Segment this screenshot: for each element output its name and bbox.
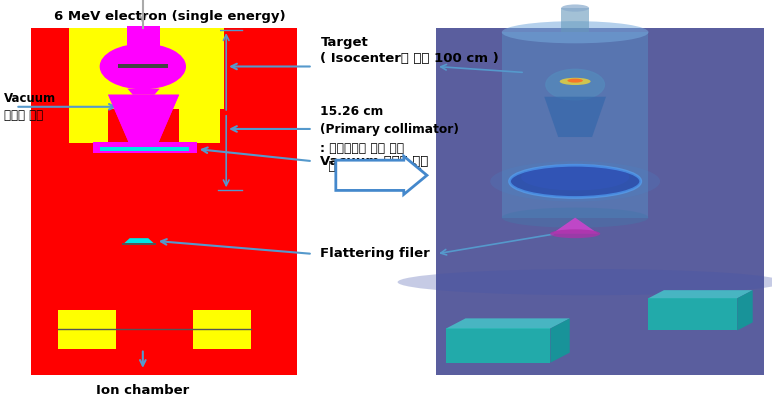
Text: Vacuum
상태로 유지: Vacuum 상태로 유지 <box>4 92 56 122</box>
Polygon shape <box>552 218 598 234</box>
Text: 15.26 cm
(Primary collimator)
: 텅스텐으로 설정 방사
  각을 28 degree.: 15.26 cm (Primary collimator) : 텅스텐으로 설정… <box>320 105 459 173</box>
Bar <box>561 8 589 32</box>
Circle shape <box>100 44 185 89</box>
Polygon shape <box>124 238 154 244</box>
Ellipse shape <box>561 4 589 12</box>
Bar <box>648 298 737 330</box>
Ellipse shape <box>398 269 772 295</box>
Bar <box>122 243 156 245</box>
Ellipse shape <box>560 78 591 85</box>
Polygon shape <box>550 318 570 363</box>
Polygon shape <box>648 290 753 298</box>
Bar <box>100 147 189 151</box>
Text: 6 MeV electron (single energy): 6 MeV electron (single energy) <box>54 10 286 23</box>
Text: Flattering filer: Flattering filer <box>320 247 430 260</box>
Ellipse shape <box>510 165 641 197</box>
Text: ( Isocenter로 부터 100 cm ): ( Isocenter로 부터 100 cm ) <box>320 52 499 65</box>
Polygon shape <box>108 95 179 143</box>
Ellipse shape <box>502 208 648 228</box>
Ellipse shape <box>567 79 583 83</box>
Bar <box>446 328 550 363</box>
Ellipse shape <box>502 21 648 43</box>
Polygon shape <box>127 89 160 95</box>
Polygon shape <box>544 97 606 137</box>
Polygon shape <box>69 28 108 143</box>
Bar <box>31 28 297 375</box>
Polygon shape <box>127 26 160 48</box>
FancyArrow shape <box>336 156 427 195</box>
Polygon shape <box>108 95 179 143</box>
Ellipse shape <box>521 164 629 190</box>
Bar <box>436 28 764 375</box>
Ellipse shape <box>490 161 660 202</box>
Text: Target: Target <box>320 36 368 49</box>
Bar <box>118 64 168 68</box>
Text: Vacuum 상태로 유지: Vacuum 상태로 유지 <box>320 155 428 168</box>
Bar <box>58 310 116 349</box>
Polygon shape <box>737 290 753 330</box>
Bar <box>69 28 224 109</box>
Bar <box>193 310 251 349</box>
Text: Ion chamber: Ion chamber <box>96 384 189 397</box>
Circle shape <box>546 69 604 100</box>
Polygon shape <box>179 28 220 143</box>
Polygon shape <box>446 318 570 328</box>
Ellipse shape <box>550 229 600 238</box>
Bar <box>502 32 648 218</box>
Bar <box>93 142 197 153</box>
